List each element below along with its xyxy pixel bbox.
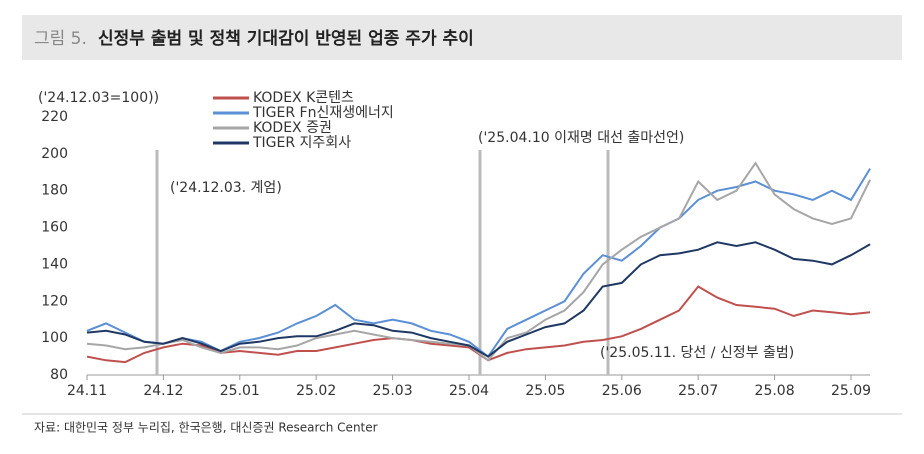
- source: 자료: 대한민국 정부 누리집, 한국은행, 대신증권 Research Cen…: [34, 420, 378, 435]
- annotation: ('24.12.03. 계엄): [170, 180, 282, 196]
- legend-label: TIGER 지주회사: [252, 135, 351, 151]
- chart-title: 신정부 출범 및 정책 기대감이 반영된 업종 주가 추이: [98, 29, 474, 49]
- x-tick-label: 25.09: [831, 383, 871, 399]
- series-line: [86, 241, 871, 358]
- x-tick-label: 24.12: [143, 383, 183, 399]
- y-tick-label: 140: [41, 256, 68, 272]
- y-tick-label: 100: [41, 330, 68, 346]
- x-tick-label: 25.06: [602, 383, 642, 399]
- x-tick-label: 24.11: [67, 383, 107, 399]
- x-tick-label: 25.01: [220, 383, 260, 399]
- x-tick-label: 25.02: [296, 383, 336, 399]
- legend-label: KODEX 증권: [253, 120, 332, 136]
- y-tick-label: 220: [41, 109, 68, 125]
- legend-label: TIGER Fn신재생에너지: [252, 105, 394, 121]
- y-tick-label: 80: [50, 367, 68, 383]
- y-axis-label: ('24.12.03=100)): [38, 90, 159, 106]
- x-tick-label: 25.04: [449, 383, 489, 399]
- y-tick-label: 200: [41, 146, 68, 162]
- x-tick-label: 25.08: [755, 383, 795, 399]
- y-tick-label: 160: [41, 220, 68, 236]
- y-tick-label: 120: [41, 293, 68, 309]
- figure-label: 그림 5.: [34, 29, 87, 49]
- x-tick-label: 25.07: [678, 383, 718, 399]
- series-line: [86, 161, 871, 362]
- legend-label: KODEX K콘텐츠: [253, 90, 354, 106]
- y-tick-label: 180: [41, 183, 68, 199]
- annotation: ('25.04.10 이재명 대선 출마선언): [478, 130, 684, 146]
- header-band: [22, 15, 902, 60]
- x-tick-label: 25.03: [373, 383, 413, 399]
- x-tick-label: 25.05: [525, 383, 565, 399]
- annotation: ('25.05.11. 당선 / 신정부 출범): [600, 345, 794, 361]
